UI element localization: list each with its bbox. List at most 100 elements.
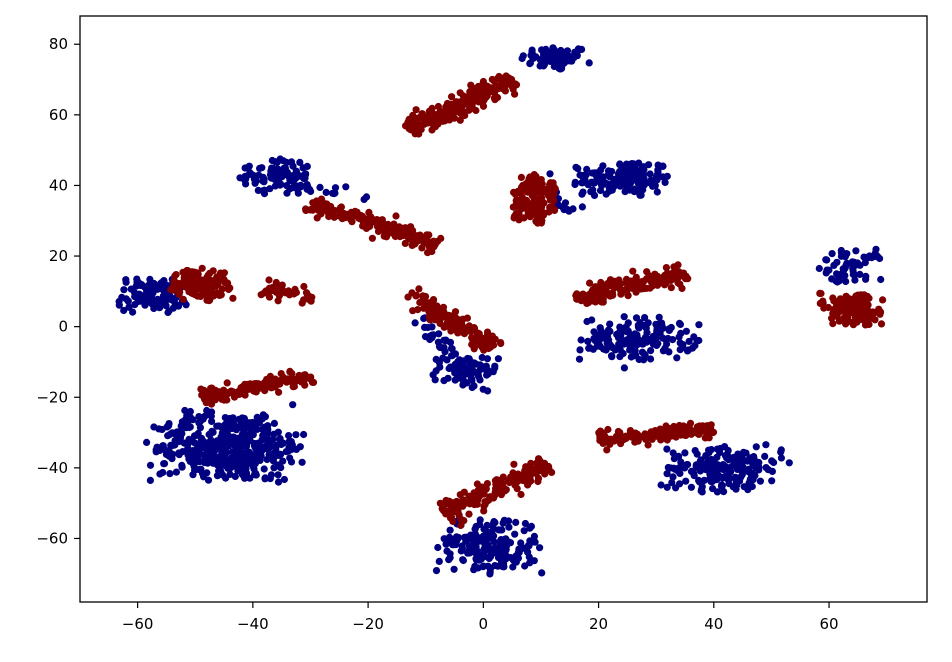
scatter-point-series-0 [675,333,683,341]
scatter-point-series-1 [604,425,612,434]
scatter-point-series-0 [748,472,756,480]
scatter-point-series-1 [632,283,640,291]
scatter-point-series-0 [264,445,272,453]
scatter-point-series-1 [423,231,431,239]
scatter-point-series-0 [517,539,525,547]
scatter-point-series-0 [621,188,629,196]
scatter-point-series-1 [203,274,211,282]
scatter-point-series-1 [305,292,313,300]
scatter-point-series-1 [322,202,330,210]
scatter-point-series-0 [472,536,480,544]
scatter-point-series-1 [479,102,488,110]
scatter-point-series-1 [537,196,545,204]
scatter-point-series-0 [740,466,748,474]
y-tick-label: 20 [49,247,68,265]
scatter-point-series-0 [476,520,484,529]
scatter-point-series-0 [676,463,684,472]
scatter-point-series-0 [655,313,663,321]
scatter-point-series-0 [208,443,216,452]
scatter-point-series-1 [198,264,206,272]
scatter-point-series-0 [667,323,675,332]
scatter-point-series-1 [378,219,386,227]
scatter-point-series-1 [510,90,519,98]
scatter-point-series-0 [544,51,552,60]
scatter-point-series-1 [643,268,651,276]
scatter-point-series-1 [829,320,837,328]
scatter-point-series-0 [689,469,698,477]
scatter-point-series-0 [428,323,436,331]
scatter-point-series-0 [473,547,482,555]
scatter-point-series-1 [658,430,666,438]
scatter-point-series-0 [156,304,164,312]
scatter-point-series-1 [679,272,687,280]
scatter-point-series-1 [595,285,603,293]
scatter-point-series-0 [641,351,649,359]
scatter-point-series-1 [171,280,179,288]
scatter-point-series-0 [280,475,288,484]
scatter-point-series-1 [584,299,593,307]
scatter-point-series-1 [468,104,476,112]
scatter-point-series-1 [617,280,625,288]
scatter-point-series-0 [526,524,534,532]
scatter-point-series-0 [299,164,307,172]
scatter-point-series-0 [285,432,293,440]
scatter-point-series-0 [756,477,765,485]
scatter-point-series-1 [577,297,585,305]
scatter-point-series-0 [647,347,655,355]
scatter-point-series-0 [178,463,186,471]
scatter-point-series-0 [440,535,448,543]
scatter-point-series-1 [215,388,223,396]
scatter-point-series-1 [642,431,650,439]
scatter-point-series-0 [300,430,308,439]
scatter-point-series-0 [675,452,683,460]
scatter-point-series-1 [693,428,701,436]
scatter-point-series-0 [711,459,719,467]
scatter-point-series-1 [392,212,400,220]
scatter-point-series-0 [191,439,199,447]
scatter-point-series-1 [477,488,485,497]
scatter-point-series-0 [877,275,885,284]
scatter-point-series-0 [156,470,164,478]
scatter-point-series-0 [673,354,681,362]
scatter-point-series-0 [768,477,776,485]
x-tick-label: 60 [820,615,839,633]
scatter-point-series-0 [242,469,251,477]
scatter-point-series-0 [118,293,126,301]
scatter-point-series-0 [172,430,180,438]
scatter-point-series-1 [454,107,462,115]
scatter-point-series-0 [852,247,860,255]
scatter-point-series-0 [120,286,128,294]
scatter-point-series-1 [491,88,499,96]
scatter-point-series-0 [470,566,478,574]
scatter-point-series-1 [672,265,680,273]
scatter-point-series-0 [331,184,340,192]
scatter-point-series-0 [297,172,305,180]
scatter-point-series-1 [545,208,553,216]
scatter-point-series-0 [645,161,653,169]
scatter-point-series-0 [213,461,221,469]
scatter-point-series-0 [270,419,278,427]
scatter-point-series-1 [420,298,428,306]
scatter-point-series-1 [202,399,210,407]
scatter-point-series-0 [653,188,661,196]
scatter-point-series-1 [601,287,609,296]
scatter-point-series-0 [546,170,554,178]
scatter-point-series-1 [362,224,371,232]
scatter-point-series-1 [877,320,886,328]
scatter-point-series-1 [194,285,202,293]
scatter-point-series-1 [420,304,428,312]
scatter-point-series-0 [511,530,519,538]
scatter-point-series-1 [456,116,464,124]
scatter-point-series-0 [682,477,690,485]
scatter-point-series-1 [674,430,682,438]
scatter-point-series-0 [521,562,529,570]
scatter-point-series-1 [512,210,520,218]
scatter-point-series-1 [428,104,436,112]
scatter-point-series-1 [444,108,452,117]
scatter-point-series-0 [270,453,278,461]
scatter-point-series-0 [459,556,467,564]
scatter-point-series-0 [175,451,183,459]
scatter-point-series-0 [693,337,701,345]
scatter-point-series-0 [189,416,197,424]
scatter-point-series-1 [422,239,430,247]
